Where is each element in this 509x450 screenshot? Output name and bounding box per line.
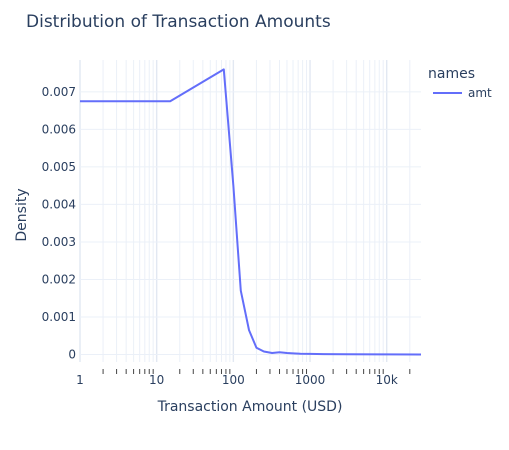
legend[interactable]: names amt: [428, 66, 492, 100]
x-tick-label: 1000: [295, 373, 326, 387]
series-layer: [80, 68, 422, 356]
y-tick-label: 0.007: [42, 85, 76, 99]
y-tick-label: 0.004: [42, 197, 76, 211]
x-tick-label: 10: [149, 373, 164, 387]
legend-item-label[interactable]: amt: [468, 86, 492, 100]
y-tick-label: 0.001: [42, 310, 76, 324]
legend-title: names: [428, 66, 475, 82]
series-line-amt[interactable]: [80, 68, 422, 356]
y-tick-label: 0.006: [42, 122, 76, 136]
axis-layer: 1 10 100 1000 10k 0 0.001 0.002 0.003 0.004 0.005 0…: [42, 85, 411, 387]
x-tick-label: 10k: [376, 373, 398, 387]
grid-layer: [79, 60, 421, 362]
x-tick-label: 1: [76, 373, 84, 387]
y-tick-label: 0.003: [42, 235, 76, 249]
y-tick-label: 0.005: [42, 160, 76, 174]
x-axis-title: Transaction Amount (USD): [157, 399, 343, 415]
y-axis-title: Density: [14, 188, 30, 241]
y-tick-label: 0: [68, 347, 76, 361]
y-tick-label: 0.002: [42, 272, 76, 286]
chart-title: Distribution of Transaction Amounts: [26, 12, 331, 32]
x-tick-label: 100: [222, 373, 245, 387]
